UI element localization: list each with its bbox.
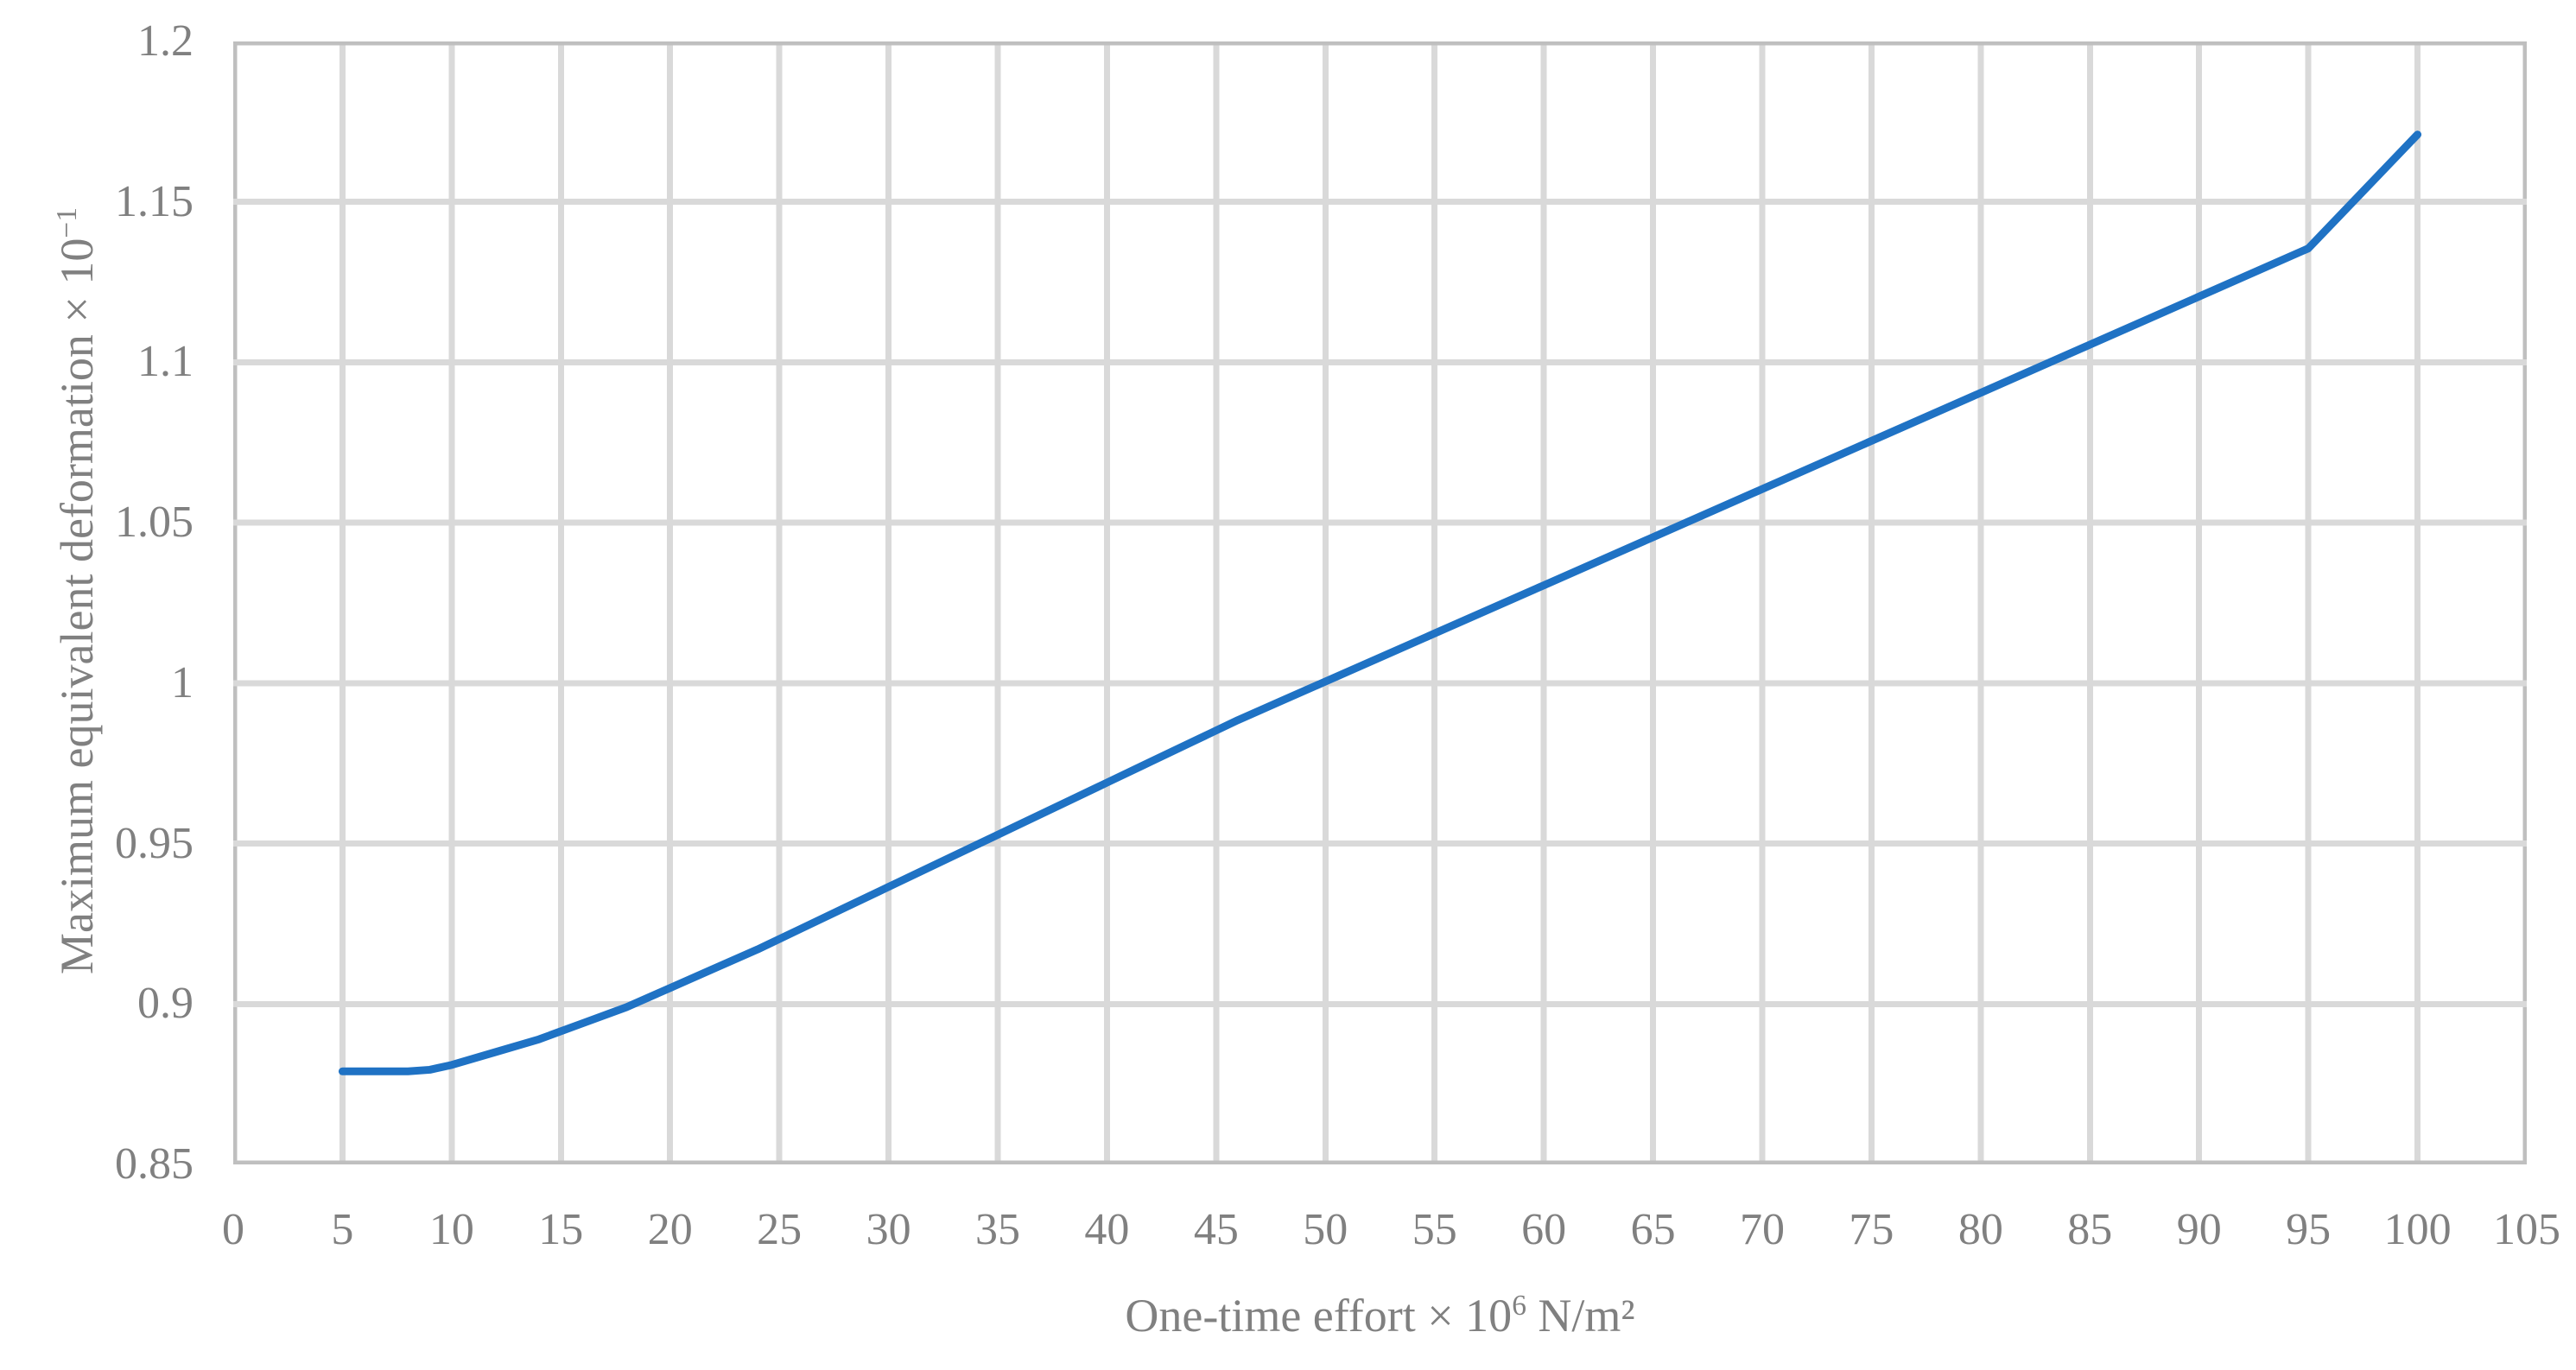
x-tick-label: 55 [1412, 1205, 1457, 1254]
x-tick-label: 45 [1193, 1205, 1239, 1254]
y-tick-label: 0.95 [115, 818, 194, 868]
x-axis-title-text: One-time effort × 10 [1125, 1290, 1513, 1341]
x-tick-label: 40 [1084, 1205, 1130, 1254]
y-tick-label: 1.15 [115, 176, 194, 226]
x-axis-title-units: N/m² [1526, 1290, 1635, 1341]
x-tick-label: 20 [647, 1205, 693, 1254]
x-tick-label: 60 [1521, 1205, 1567, 1254]
x-tick-label: 70 [1740, 1205, 1785, 1254]
x-tick-label: 85 [2067, 1205, 2113, 1254]
plot-area [233, 41, 2527, 1164]
x-tick-label: 65 [1630, 1205, 1676, 1254]
data-series-line [338, 130, 2422, 1075]
x-tick-label: 80 [1957, 1205, 2003, 1254]
gridlines [233, 41, 2527, 1164]
x-tick-label: 5 [331, 1205, 354, 1254]
x-tick-label: 25 [757, 1205, 803, 1254]
x-tick-label: 50 [1303, 1205, 1348, 1254]
y-tick-label: 1.2 [137, 16, 194, 66]
y-tick-label: 1 [171, 657, 194, 707]
y-tick-label: 1.1 [137, 337, 194, 387]
y-tick-label: 1.05 [115, 498, 194, 548]
x-tick-label: 15 [538, 1205, 584, 1254]
x-tick-label: 30 [866, 1205, 911, 1254]
x-tick-label: 10 [428, 1205, 474, 1254]
x-tick-label: 105 [2493, 1205, 2560, 1254]
x-tick-label: 90 [2176, 1205, 2222, 1254]
x-axis-title-exponent: 6 [1512, 1290, 1526, 1322]
x-tick-label: 100 [2383, 1205, 2452, 1254]
x-axis-title: One-time effort × 106 N/m² [233, 1289, 2527, 1342]
x-tick-label: 35 [975, 1205, 1020, 1254]
x-tick-label: 0 [222, 1205, 244, 1254]
y-tick-label: 0.85 [115, 1139, 194, 1189]
y-tick-label: 0.9 [137, 979, 194, 1029]
x-tick-label: 75 [1849, 1205, 1894, 1254]
x-tick-label: 95 [2286, 1205, 2332, 1254]
